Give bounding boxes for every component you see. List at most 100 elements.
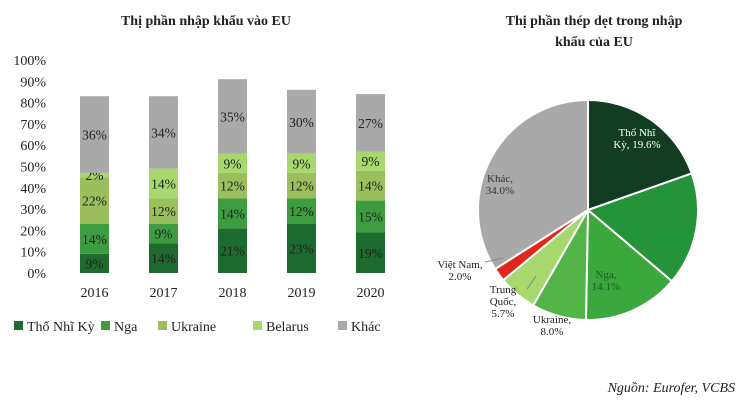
bar-data-label: 9%	[86, 256, 104, 271]
bar-segment	[287, 198, 316, 225]
bar-segment	[80, 224, 109, 254]
pie-slice-label: 5.7%	[492, 308, 515, 320]
pie-leader-line	[526, 275, 537, 290]
legend-swatch	[158, 321, 167, 330]
pie-slice-label: Kỳ, 19.6%	[613, 139, 660, 151]
bar-segment	[80, 172, 109, 178]
legend-label: Thổ Nhĩ Kỳ	[27, 320, 95, 335]
pie-slice-label: 16.6%	[647, 215, 675, 227]
y-tick-label: 100%	[13, 54, 46, 69]
bar-segment	[287, 224, 316, 273]
bar-segment	[287, 89, 316, 154]
bar-data-label: 12%	[289, 204, 314, 219]
bar-data-label: 30%	[289, 115, 314, 130]
pie-title-line: khẩu của EU	[555, 35, 633, 50]
bar-data-label: 14%	[358, 179, 383, 194]
bar-data-label: 15%	[358, 210, 383, 225]
bar-segment	[218, 79, 247, 154]
pie-slice-label: 8.0%	[541, 326, 564, 338]
pie-slice	[586, 172, 699, 283]
bar-data-label: 35%	[220, 109, 245, 124]
y-tick-label: 30%	[20, 203, 46, 218]
pie-slice-label: Hàn Quốc,	[637, 203, 685, 215]
bar-segment	[218, 228, 247, 273]
x-axis: 2016 2017 2018 2019 2020	[81, 286, 385, 301]
pie-slice-label: Ukraine,	[533, 314, 571, 326]
y-tick-label: 60%	[20, 139, 46, 154]
bar-segment	[356, 200, 385, 233]
bar-segment	[149, 96, 178, 169]
source-note: Nguồn: Eurofer, VCBS	[607, 381, 735, 396]
pie-slice-label: 2.0%	[449, 271, 472, 283]
bar-data-label: 12%	[151, 204, 176, 219]
pie-slice	[584, 207, 674, 321]
legend-swatch	[101, 321, 110, 330]
pie-slice-label: 14.1%	[592, 281, 620, 293]
bar-segment	[356, 94, 385, 152]
bar-segment	[149, 198, 178, 225]
bar-segment	[356, 232, 385, 273]
x-tick-label: 2020	[357, 286, 385, 301]
bar-segment	[80, 177, 109, 225]
bar-segment	[218, 153, 247, 173]
bar-data-label: 22%	[82, 194, 107, 209]
bar-data-label: 14%	[220, 206, 245, 221]
bar-data-label: 36%	[82, 128, 107, 143]
legend-label: Ukraine	[171, 320, 216, 335]
pie-slice-label: Quốc,	[490, 296, 517, 308]
bar-segment	[218, 198, 247, 229]
bar-segment	[149, 168, 178, 199]
x-tick-label: 2019	[288, 286, 316, 301]
bar-data-label: 34%	[151, 125, 176, 140]
bar-data-label: 19%	[358, 246, 383, 261]
pie-title-line: Thị phần thép dẹt trong nhập	[506, 14, 683, 29]
pie-slice-label: 34.0%	[486, 185, 514, 197]
y-tick-label: 0%	[27, 267, 46, 282]
pie-slice	[477, 98, 589, 271]
pie-slice-label: Nga,	[595, 269, 616, 281]
pie-leader-line	[484, 257, 504, 263]
legend-label: Nga	[114, 320, 138, 335]
bar-data-label: 12%	[289, 179, 314, 194]
bar-data-label: 9%	[224, 156, 242, 171]
bar-data-label: 9%	[362, 154, 380, 169]
y-tick-label: 70%	[20, 118, 46, 133]
bar-segment	[218, 172, 247, 199]
bar-data-label: 27%	[358, 116, 383, 131]
x-tick-label: 2017	[150, 286, 178, 301]
bar-data-label: 21%	[220, 244, 245, 259]
bar-segment	[356, 151, 385, 171]
pie-slice-label: Trung	[490, 284, 517, 296]
bar-data-label: 9%	[155, 227, 173, 242]
legend-swatch	[253, 321, 262, 330]
bar-segment	[80, 253, 109, 273]
x-tick-label: 2016	[81, 286, 109, 301]
bar-data-label: 12%	[220, 179, 245, 194]
bar-chart-title: Thị phần nhập khẩu vào EU	[121, 14, 291, 29]
y-tick-label: 50%	[20, 161, 46, 176]
bar-plot-area: 9%14%22%2%36%14%9%12%14%34%21%14%12%9%35…	[80, 79, 385, 273]
bar-segment	[80, 96, 109, 173]
bar-data-label: 9%	[293, 156, 311, 171]
legend-label: Belarus	[266, 320, 309, 335]
bar-data-label: 14%	[151, 251, 176, 266]
legend-swatch	[338, 321, 347, 330]
bar-segment	[287, 153, 316, 173]
y-tick-label: 90%	[20, 75, 46, 90]
y-tick-label: 80%	[20, 97, 46, 112]
bar-data-label: 23%	[289, 242, 314, 257]
y-tick-label: 20%	[20, 224, 46, 239]
bar-legend: Thổ Nhĩ Kỳ Nga Ukraine Belarus Khác	[14, 320, 381, 335]
bar-data-label: 14%	[151, 177, 176, 192]
pie-chart-title: Thị phần thép dẹt trong nhập khẩu của EU	[506, 14, 683, 50]
legend-label: Khác	[351, 320, 381, 335]
x-tick-label: 2018	[219, 286, 247, 301]
legend-swatch	[14, 321, 23, 330]
pie-slice-label: Thổ Nhĩ	[619, 127, 657, 139]
pie-slice-label: Việt Nam,	[437, 259, 482, 271]
bar-segment	[356, 170, 385, 201]
bar-segment	[149, 224, 178, 244]
bar-data-label: 14%	[82, 232, 107, 247]
